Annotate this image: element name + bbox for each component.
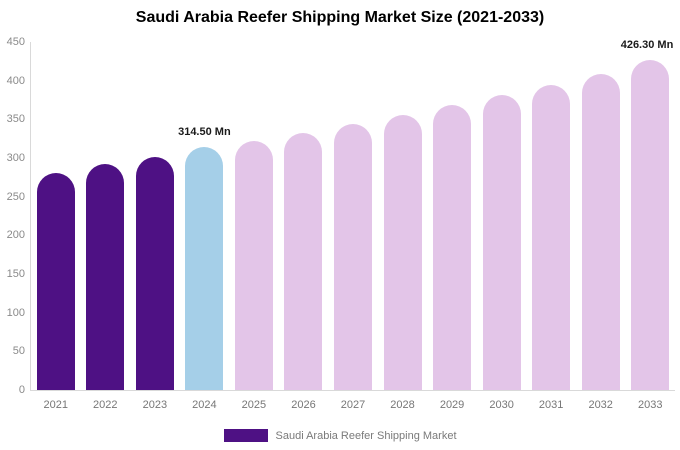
bar-2033[interactable] [631,60,670,390]
bar-2023[interactable] [135,157,174,390]
x-axis-label: 2030 [489,399,514,411]
x-axis-label: 2022 [93,399,118,411]
y-tick-label: 350 [6,113,25,126]
data-label: 426.30 Mn [620,39,674,52]
x-axis-label: 2024 [192,399,217,411]
bar-2021[interactable] [36,173,75,390]
x-axis-label: 2023 [142,399,168,411]
chart-title: Saudi Arabia Reefer Shipping Market Size… [135,9,545,26]
y-tick-label: 450 [6,36,25,48]
x-axis-label: 2029 [439,399,465,411]
y-tick-label: 50 [12,345,25,358]
y-tick-label: 100 [6,306,25,319]
x-axis-label: 2028 [390,399,415,411]
x-axis-label: 2032 [588,399,613,411]
y-tick-label: 250 [6,190,25,203]
bar-2022[interactable] [86,164,125,390]
bar-2025[interactable] [234,141,273,390]
bar-2028[interactable] [383,114,422,390]
x-axis-label: 2025 [241,399,267,411]
x-axis-label: 2033 [637,399,663,411]
y-tick-label: 400 [6,74,25,87]
legend-label: Saudi Arabia Reefer Shipping Market [275,429,457,442]
legend-swatch [223,429,268,442]
bar-2029[interactable] [433,105,472,390]
y-tick-label: 0 [18,384,25,396]
bar-2024[interactable] [185,146,224,390]
x-axis-label: 2026 [291,399,316,411]
data-label: 314.50 Mn [178,125,231,138]
bar-2032[interactable] [581,73,620,390]
x-axis-label: 2021 [43,399,69,411]
bar-2027[interactable] [334,123,372,390]
plot-area: 0 50 100 150 200 250 300 350 400 450 2021 2022 2023 2… [7,36,675,411]
bar-2031[interactable] [532,85,571,390]
legend: Saudi Arabia Reefer Shipping Market [0,429,680,442]
bar-2030[interactable] [482,95,521,390]
y-tick-label: 300 [6,152,25,164]
bar-2026[interactable] [284,133,323,390]
x-axis-label: 2031 [538,399,564,411]
y-tick-label: 200 [6,229,25,242]
x-axis-label: 2027 [340,399,366,411]
y-tick-label: 150 [6,268,25,280]
